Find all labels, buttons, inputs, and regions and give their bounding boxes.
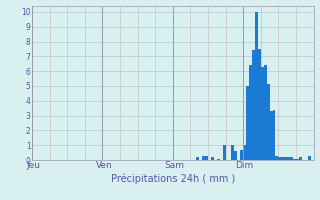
Bar [196, 157, 199, 160]
Bar [296, 159, 299, 160]
Bar [261, 67, 264, 160]
Bar [231, 145, 235, 160]
Bar [252, 50, 255, 160]
Bar [202, 156, 205, 160]
Bar [287, 157, 290, 160]
Bar [255, 12, 258, 160]
Bar [290, 157, 293, 160]
Bar [281, 157, 284, 160]
Bar [217, 159, 220, 160]
Bar [258, 49, 261, 160]
Bar [293, 159, 296, 160]
Bar [299, 157, 302, 160]
Bar [308, 156, 311, 160]
X-axis label: Précipitations 24h ( mm ): Précipitations 24h ( mm ) [111, 173, 235, 184]
Bar [276, 156, 278, 160]
Bar [264, 65, 267, 160]
Bar [270, 111, 273, 160]
Bar [240, 150, 243, 160]
Bar [246, 86, 249, 160]
Bar [223, 145, 226, 160]
Bar [205, 156, 208, 160]
Bar [243, 145, 246, 160]
Bar [273, 110, 276, 160]
Bar [267, 84, 270, 160]
Bar [278, 157, 281, 160]
Bar [249, 65, 252, 160]
Bar [284, 157, 287, 160]
Bar [211, 157, 214, 160]
Bar [234, 151, 237, 160]
